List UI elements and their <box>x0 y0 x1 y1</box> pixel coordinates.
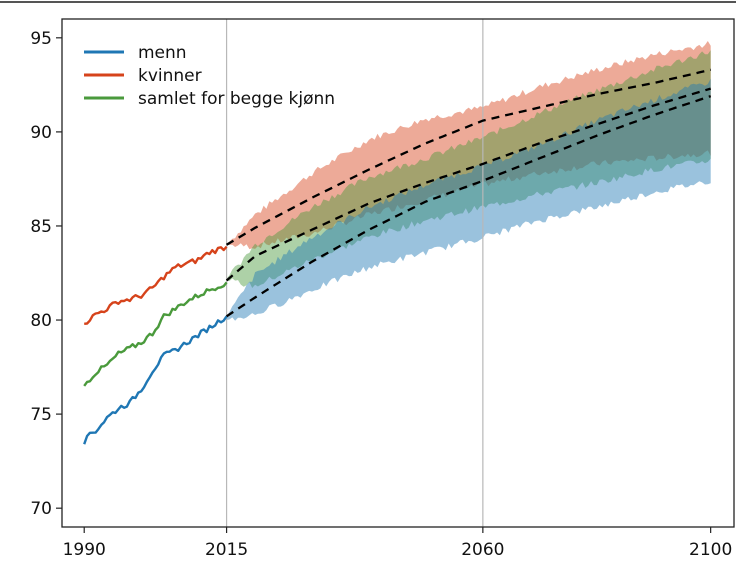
legend: menn kvinner samlet for begge kjønn <box>84 43 335 109</box>
y-tick-label: 90 <box>30 123 52 143</box>
x-tick-label: 2100 <box>689 540 732 560</box>
axes: 70 75 80 85 90 95 1990 2015 2060 2100 <box>30 18 735 560</box>
projection-line-samlet-for-begge-kj-nn <box>225 87 712 282</box>
legend-label-menn: menn <box>138 43 187 63</box>
projection-line-menn <box>225 95 712 318</box>
legend-label-kvinner: kvinner <box>138 66 202 86</box>
x-tick-label: 2060 <box>461 540 504 560</box>
legend-label-samlet: samlet for begge kjønn <box>138 89 335 109</box>
y-tick-label: 95 <box>30 29 52 49</box>
plot-frame <box>61 18 735 528</box>
y-tick-label: 75 <box>30 405 52 425</box>
projection-line-kvinner <box>226 68 711 246</box>
historical-line-samlet-for-begge-kj-nn <box>83 281 228 387</box>
x-tick-label: 1990 <box>63 540 106 560</box>
y-tick-label: 70 <box>30 499 52 519</box>
band-menn <box>226 78 711 321</box>
band-kvinner <box>226 41 711 250</box>
historical-line-kvinner <box>84 245 228 325</box>
y-tick-label: 80 <box>30 311 52 331</box>
x-tick-label: 2015 <box>205 540 248 560</box>
y-tick-label: 85 <box>30 217 52 237</box>
historical-line-menn <box>83 315 228 445</box>
plot-area <box>83 19 712 527</box>
